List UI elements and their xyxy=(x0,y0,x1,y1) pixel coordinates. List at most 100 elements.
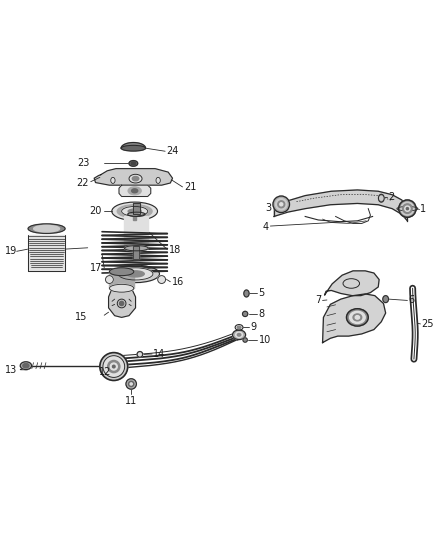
Ellipse shape xyxy=(129,381,134,386)
Ellipse shape xyxy=(23,364,29,368)
Ellipse shape xyxy=(350,311,365,324)
Text: 8: 8 xyxy=(258,309,265,319)
Text: 5: 5 xyxy=(258,288,265,297)
Text: 9: 9 xyxy=(251,322,257,333)
Ellipse shape xyxy=(106,276,113,284)
Ellipse shape xyxy=(158,276,166,284)
Ellipse shape xyxy=(121,146,145,151)
Ellipse shape xyxy=(124,246,148,251)
Ellipse shape xyxy=(112,202,158,220)
Ellipse shape xyxy=(131,162,135,165)
Text: 17: 17 xyxy=(90,263,102,273)
Ellipse shape xyxy=(129,174,142,183)
Bar xyxy=(133,204,140,214)
Bar xyxy=(110,272,134,288)
Text: 13: 13 xyxy=(5,365,17,375)
Polygon shape xyxy=(325,271,379,296)
Ellipse shape xyxy=(237,334,241,336)
Text: 25: 25 xyxy=(422,319,434,329)
Ellipse shape xyxy=(383,296,389,303)
Ellipse shape xyxy=(156,177,160,183)
Ellipse shape xyxy=(378,195,384,202)
Text: 1: 1 xyxy=(420,204,427,214)
Ellipse shape xyxy=(129,160,138,166)
Ellipse shape xyxy=(405,206,410,211)
Ellipse shape xyxy=(380,196,383,200)
Text: 14: 14 xyxy=(153,349,166,359)
Ellipse shape xyxy=(100,353,128,381)
Polygon shape xyxy=(274,190,407,221)
Text: 23: 23 xyxy=(78,158,90,168)
Polygon shape xyxy=(109,288,135,317)
Ellipse shape xyxy=(132,189,138,193)
Ellipse shape xyxy=(403,204,412,213)
Ellipse shape xyxy=(406,207,409,210)
Ellipse shape xyxy=(110,284,134,292)
Text: 12: 12 xyxy=(99,367,111,377)
Ellipse shape xyxy=(126,379,136,389)
Ellipse shape xyxy=(355,316,360,319)
Ellipse shape xyxy=(132,176,139,181)
Ellipse shape xyxy=(112,265,159,282)
Bar xyxy=(124,216,148,248)
Text: 6: 6 xyxy=(409,295,415,305)
Text: 7: 7 xyxy=(315,295,321,305)
Ellipse shape xyxy=(278,201,285,208)
Ellipse shape xyxy=(276,199,287,210)
Ellipse shape xyxy=(110,363,117,370)
Text: 18: 18 xyxy=(169,245,181,255)
Text: 16: 16 xyxy=(172,277,184,287)
Ellipse shape xyxy=(122,206,148,216)
Text: 21: 21 xyxy=(184,182,196,192)
Ellipse shape xyxy=(34,225,60,232)
Text: 22: 22 xyxy=(77,177,89,188)
Polygon shape xyxy=(28,235,65,271)
Bar xyxy=(133,246,139,259)
Ellipse shape xyxy=(353,314,362,321)
Bar xyxy=(133,246,139,259)
Text: 24: 24 xyxy=(166,146,179,156)
Ellipse shape xyxy=(243,338,247,342)
Ellipse shape xyxy=(120,301,124,305)
Ellipse shape xyxy=(401,202,414,215)
Polygon shape xyxy=(322,294,385,343)
Ellipse shape xyxy=(127,271,144,277)
Ellipse shape xyxy=(113,365,115,368)
Text: 11: 11 xyxy=(125,395,137,406)
Bar xyxy=(133,213,136,220)
Ellipse shape xyxy=(236,332,243,337)
Ellipse shape xyxy=(399,200,416,217)
Ellipse shape xyxy=(20,362,32,369)
Ellipse shape xyxy=(118,268,153,280)
Ellipse shape xyxy=(138,353,141,356)
Ellipse shape xyxy=(243,311,248,317)
Polygon shape xyxy=(121,142,145,148)
Polygon shape xyxy=(119,185,151,197)
Text: 3: 3 xyxy=(265,203,271,213)
Ellipse shape xyxy=(111,177,115,183)
Ellipse shape xyxy=(128,187,141,195)
Ellipse shape xyxy=(128,212,145,216)
Ellipse shape xyxy=(128,209,141,213)
Bar xyxy=(133,204,140,214)
Ellipse shape xyxy=(108,360,120,373)
Ellipse shape xyxy=(273,196,290,213)
Text: 15: 15 xyxy=(75,312,88,322)
Ellipse shape xyxy=(244,290,249,297)
Text: 19: 19 xyxy=(4,246,17,256)
Ellipse shape xyxy=(103,356,125,377)
Ellipse shape xyxy=(110,268,134,276)
Ellipse shape xyxy=(28,224,65,233)
Ellipse shape xyxy=(130,383,132,385)
Text: 10: 10 xyxy=(258,335,271,345)
Ellipse shape xyxy=(280,203,283,206)
Ellipse shape xyxy=(233,330,246,340)
Ellipse shape xyxy=(346,309,368,326)
Text: 20: 20 xyxy=(90,206,102,216)
Ellipse shape xyxy=(137,352,143,357)
Text: 2: 2 xyxy=(388,192,395,203)
Ellipse shape xyxy=(117,205,152,218)
Polygon shape xyxy=(94,168,173,185)
Text: 4: 4 xyxy=(262,222,268,232)
Ellipse shape xyxy=(237,326,241,329)
